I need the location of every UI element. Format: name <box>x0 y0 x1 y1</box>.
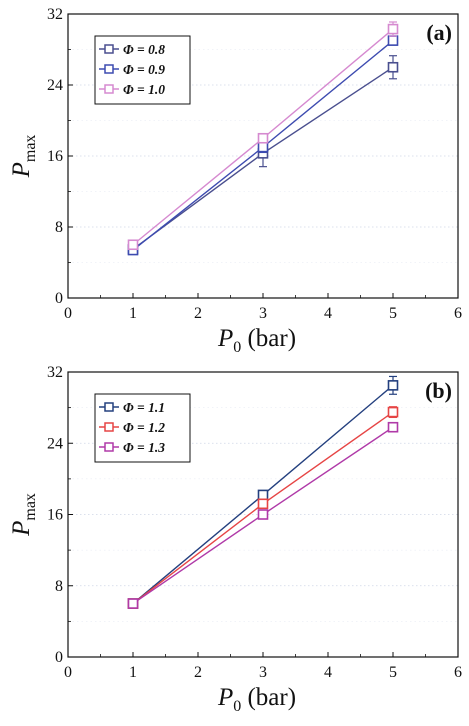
x-tick-label: 0 <box>64 664 72 681</box>
series-3 <box>127 421 399 609</box>
series-3 <box>127 21 399 251</box>
y-axis-label-sub: max <box>22 135 39 163</box>
data-point <box>387 421 399 433</box>
y-axis-label: Pmax <box>8 135 39 179</box>
panel-label: (b) <box>425 378 452 403</box>
legend-label: Φ = 0.8 <box>123 42 165 57</box>
x-axis-label: P0 (bar) <box>217 325 296 356</box>
x-axis-label-main: P <box>217 684 233 711</box>
legend-label: Φ = 1.2 <box>123 420 165 435</box>
data-point <box>257 498 269 510</box>
y-tick-label: 8 <box>55 219 63 236</box>
x-tick-label: 6 <box>454 305 462 322</box>
data-point <box>387 406 399 418</box>
panel-label: (a) <box>426 20 452 45</box>
x-tick-label: 1 <box>129 305 137 322</box>
legend-marker <box>104 84 114 94</box>
y-tick-label: 8 <box>55 578 63 595</box>
x-tick-label: 2 <box>194 664 202 681</box>
data-point <box>257 141 269 153</box>
x-tick-label: 6 <box>454 664 462 681</box>
y-tick-label: 24 <box>47 77 63 94</box>
y-tick-label: 0 <box>55 649 63 666</box>
x-axis-label-unit: (bar) <box>241 684 296 711</box>
data-point <box>387 61 399 73</box>
x-tick-label: 4 <box>324 305 332 322</box>
data-point <box>387 35 399 46</box>
x-tick-label: 5 <box>389 664 397 681</box>
legend-item-3: Φ = 1.3 <box>99 440 165 455</box>
x-axis-label-sub: 0 <box>233 339 241 356</box>
legend: Φ = 0.8 Φ = 0.9 Φ = 1.0 <box>94 35 191 105</box>
x-tick-label: 4 <box>324 664 332 681</box>
x-tick-label: 5 <box>389 305 397 322</box>
legend-item-1: Φ = 1.1 <box>99 400 165 415</box>
x-axis-label-main: P <box>217 325 233 352</box>
y-tick-label: 32 <box>47 364 63 381</box>
y-tick-label: 16 <box>47 148 63 165</box>
data-point <box>387 380 399 391</box>
x-axis-label: P0 (bar) <box>217 684 296 715</box>
data-point <box>127 239 139 251</box>
y-axis-label-main: P <box>8 162 35 178</box>
y-tick-label: 32 <box>47 6 63 23</box>
legend-label: Φ = 1.0 <box>123 82 165 97</box>
legend-item-2: Φ = 1.2 <box>99 420 165 435</box>
legend-item-1: Φ = 0.8 <box>99 42 165 57</box>
y-tick-label: 16 <box>47 507 63 524</box>
x-tick-label: 3 <box>259 664 267 681</box>
data-point <box>257 509 269 520</box>
x-tick-label: 2 <box>194 305 202 322</box>
data-point <box>127 598 139 609</box>
y-axis-label-main: P <box>8 521 35 537</box>
data-point <box>257 132 269 144</box>
legend-item-3: Φ = 1.0 <box>99 82 165 97</box>
y-tick-label: 0 <box>55 290 63 307</box>
legend-label: Φ = 0.9 <box>123 62 165 77</box>
data-point <box>387 23 399 35</box>
x-axis-label-sub: 0 <box>233 698 241 715</box>
y-axis-label: Pmax <box>8 493 39 537</box>
legend-marker <box>104 64 114 74</box>
x-tick-label: 1 <box>129 664 137 681</box>
legend-label: Φ = 1.1 <box>123 400 165 415</box>
y-tick-label: 24 <box>47 435 63 452</box>
legend-marker <box>104 442 114 452</box>
legend-label: Φ = 1.3 <box>123 440 165 455</box>
legend-marker <box>104 44 114 54</box>
y-axis-label-sub: max <box>22 493 39 521</box>
legend-item-2: Φ = 0.9 <box>99 62 165 77</box>
legend-marker <box>104 422 114 432</box>
data-point <box>257 489 269 501</box>
x-axis-label-unit: (bar) <box>241 325 296 352</box>
legend: Φ = 1.1 Φ = 1.2 Φ = 1.3 <box>94 393 191 463</box>
legend-marker <box>104 402 114 412</box>
x-tick-label: 3 <box>259 305 267 322</box>
x-tick-label: 0 <box>64 305 72 322</box>
